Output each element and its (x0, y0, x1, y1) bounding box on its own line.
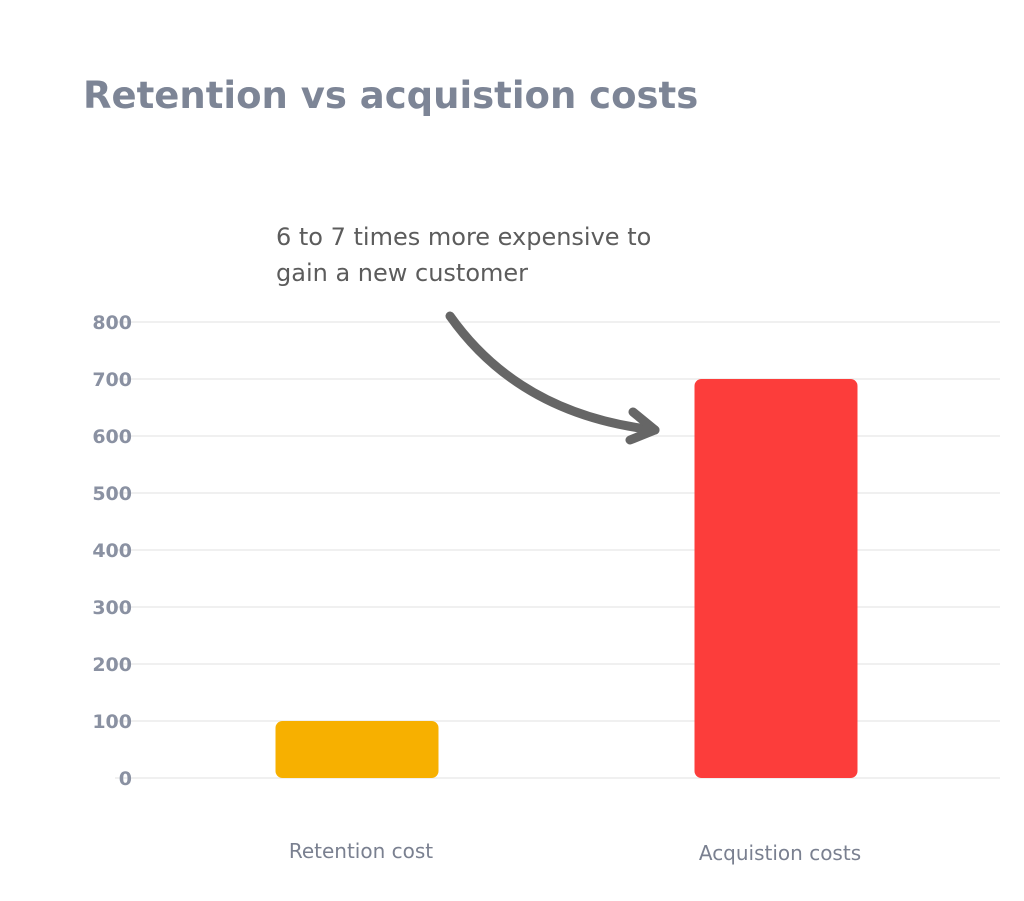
y-tick-label-400: 400 (92, 540, 132, 562)
gridlines (115, 321, 1000, 779)
y-tick-label-300: 300 (92, 597, 132, 619)
bar-acquistion-costs (694, 379, 858, 778)
annotation-arrow-head (625, 407, 660, 445)
y-axis-ticks: 0 100 200 300 400 500 600 700 800 (92, 312, 132, 790)
y-tick-label-500: 500 (92, 483, 132, 505)
annotation-arrow-shaft (445, 311, 660, 435)
y-tick-label-600: 600 (92, 426, 132, 448)
y-tick-label-200: 200 (92, 654, 132, 676)
bar-retention-cost (275, 721, 439, 778)
x-category-label-retention-cost: Retention cost (289, 839, 433, 863)
x-category-label-acquistion-costs: Acquistion costs (699, 841, 861, 865)
annotation-line-2: gain a new customer (276, 259, 528, 287)
y-tick-label-800: 800 (92, 312, 132, 334)
y-tick-label-0: 0 (119, 768, 132, 790)
annotation-arrow (445, 311, 660, 445)
y-tick-label-100: 100 (92, 711, 132, 733)
y-tick-label-700: 700 (92, 369, 132, 391)
x-axis-labels: Retention cost Acquistion costs (289, 839, 861, 865)
chart-title: Retention vs acquistion costs (83, 74, 698, 117)
annotation-line-1: 6 to 7 times more expensive to (276, 223, 651, 251)
bars (275, 379, 858, 778)
